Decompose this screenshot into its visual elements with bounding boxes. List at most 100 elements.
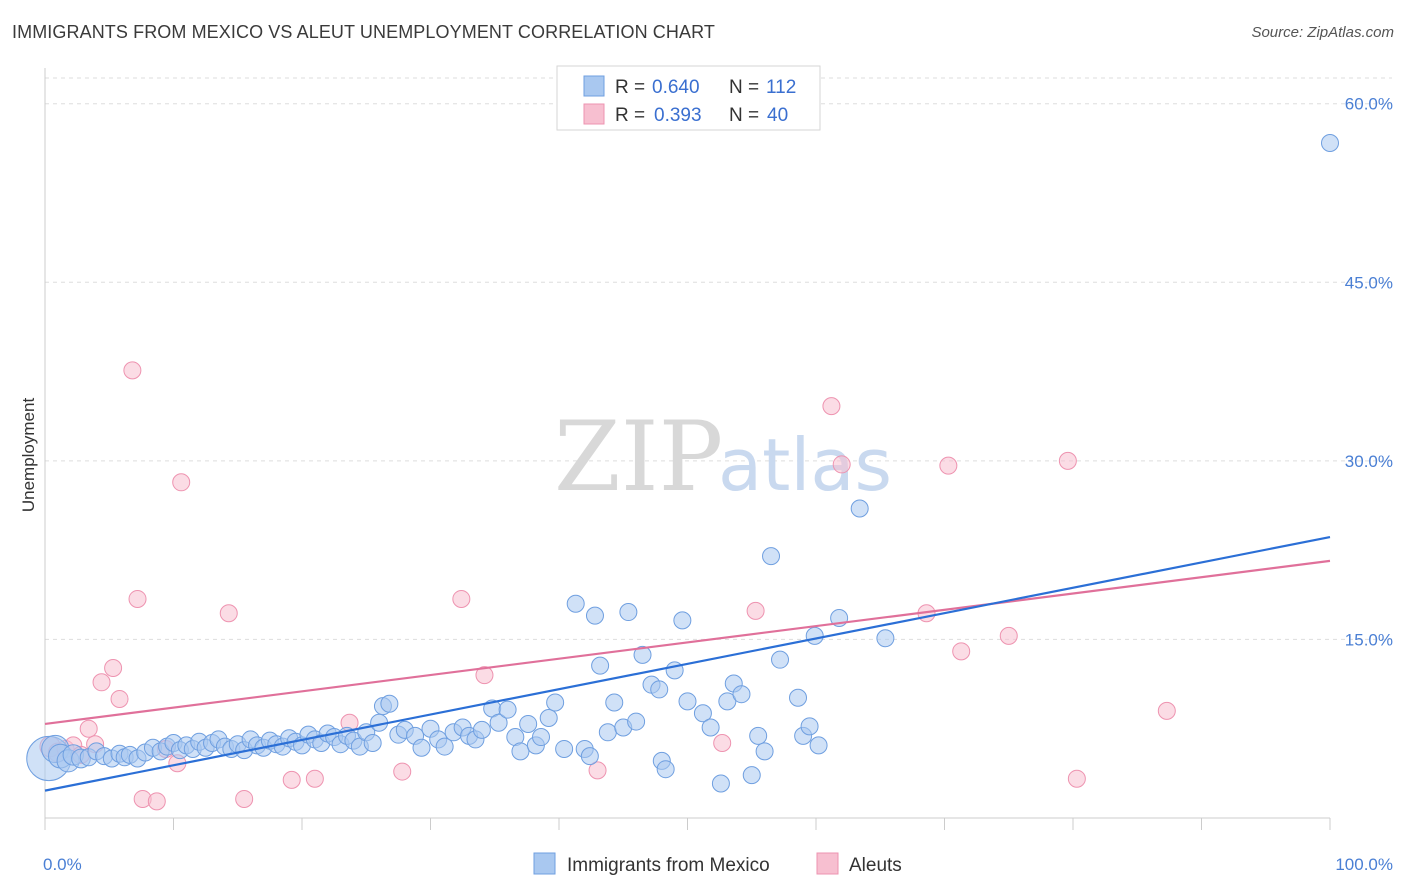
data-point <box>1058 451 1077 470</box>
trend-line-mexico <box>44 535 1331 792</box>
data-point <box>762 547 781 566</box>
data-point <box>412 738 431 757</box>
axes <box>44 68 1331 830</box>
watermark: ZIP atlas <box>554 401 892 513</box>
chart-source: Source: ZipAtlas.com <box>1251 24 1394 41</box>
legend-swatch-mexico <box>583 75 605 97</box>
y-tick-label: 45.0% <box>1345 273 1393 292</box>
data-point <box>363 734 382 752</box>
legend-swatch-aleuts <box>583 103 605 125</box>
chart-title: IMMIGRANTS FROM MEXICO VS ALEUT UNEMPLOY… <box>12 22 715 42</box>
data-point <box>678 692 697 711</box>
watermark-atlas: atlas <box>718 423 892 507</box>
bottom-swatch-aleuts <box>816 852 839 875</box>
top-legend: R = 0.640 N = 112 R = 0.393 N = 40 <box>556 65 821 131</box>
data-point <box>650 680 669 699</box>
data-point <box>519 714 538 733</box>
data-point <box>771 650 790 669</box>
data-point <box>588 761 607 780</box>
data-point <box>172 473 191 492</box>
trend-lines <box>44 535 1331 792</box>
data-point <box>219 604 238 623</box>
data-point <box>555 739 574 758</box>
legend-n-value-2: 40 <box>767 105 788 126</box>
data-point <box>566 594 585 613</box>
trend-line-aleuts <box>44 559 1331 726</box>
data-point <box>475 666 494 685</box>
data-point <box>701 718 720 737</box>
data-point <box>1067 769 1086 788</box>
legend-n-value-1: 112 <box>766 77 796 98</box>
data-point <box>128 589 147 608</box>
data-point <box>850 499 869 518</box>
bottom-legend: Immigrants from Mexico Aleuts <box>533 852 902 876</box>
data-point <box>452 589 471 608</box>
data-point <box>1157 701 1176 720</box>
legend-n-label-1: N = <box>729 77 759 98</box>
legend-r-label-2: R = <box>615 105 645 126</box>
y-tick-label: 60.0% <box>1345 95 1393 114</box>
y-tick-label: 15.0% <box>1345 630 1393 649</box>
data-point <box>580 747 599 766</box>
data-point <box>800 717 819 736</box>
data-point <box>999 626 1018 645</box>
data-point <box>939 456 958 475</box>
data-point <box>598 723 617 742</box>
legend-r-value-1: 0.640 <box>652 77 700 98</box>
data-point <box>952 642 971 661</box>
watermark-zip: ZIP <box>554 401 723 513</box>
data-point <box>822 397 841 416</box>
y-tick-label: 30.0% <box>1345 452 1393 471</box>
data-point <box>498 700 517 719</box>
data-point <box>539 709 558 727</box>
data-point <box>546 693 565 712</box>
data-point <box>380 694 399 713</box>
data-point <box>79 719 98 738</box>
data-point <box>305 769 324 788</box>
data-point <box>235 789 254 808</box>
data-point <box>693 704 712 723</box>
data-point <box>713 734 732 752</box>
data-point <box>605 693 624 712</box>
data-point <box>591 656 610 675</box>
data-point <box>123 361 142 380</box>
data-point <box>435 737 454 756</box>
data-point <box>633 645 652 664</box>
data-point <box>282 770 301 789</box>
data-point <box>627 712 646 731</box>
data-point <box>511 742 530 761</box>
bottom-swatch-mexico <box>533 852 556 875</box>
data-point <box>110 689 129 708</box>
data-point <box>755 742 774 761</box>
mexico-points <box>26 134 1339 793</box>
data-point <box>673 611 692 630</box>
data-point <box>746 601 765 620</box>
data-point <box>805 626 824 645</box>
bottom-legend-mexico: Immigrants from Mexico <box>567 855 770 876</box>
data-point <box>789 688 808 707</box>
legend-r-label-1: R = <box>615 77 645 98</box>
tick-labels: 15.0% 30.0% 45.0% 60.0% 0.0% 100.0% <box>43 95 1393 874</box>
data-point <box>147 792 166 811</box>
data-point <box>749 726 768 745</box>
data-point <box>393 762 412 781</box>
data-point <box>92 673 111 692</box>
data-point <box>104 659 123 677</box>
x-tick-label: 0.0% <box>43 855 82 874</box>
data-point <box>711 774 730 793</box>
data-point <box>718 692 737 711</box>
grid-lines <box>45 77 1392 640</box>
x-tick-label: 100.0% <box>1335 855 1393 874</box>
data-point <box>585 606 604 625</box>
data-point <box>656 760 675 779</box>
data-point <box>619 603 638 622</box>
data-point <box>532 728 551 747</box>
data-point <box>732 685 751 704</box>
y-axis-label: Unemployment <box>19 398 38 513</box>
data-point <box>489 713 508 732</box>
legend-r-value-2: 0.393 <box>654 105 702 126</box>
data-point <box>1321 134 1339 152</box>
legend-n-label-2: N = <box>729 105 759 126</box>
bottom-legend-aleuts: Aleuts <box>849 855 902 876</box>
